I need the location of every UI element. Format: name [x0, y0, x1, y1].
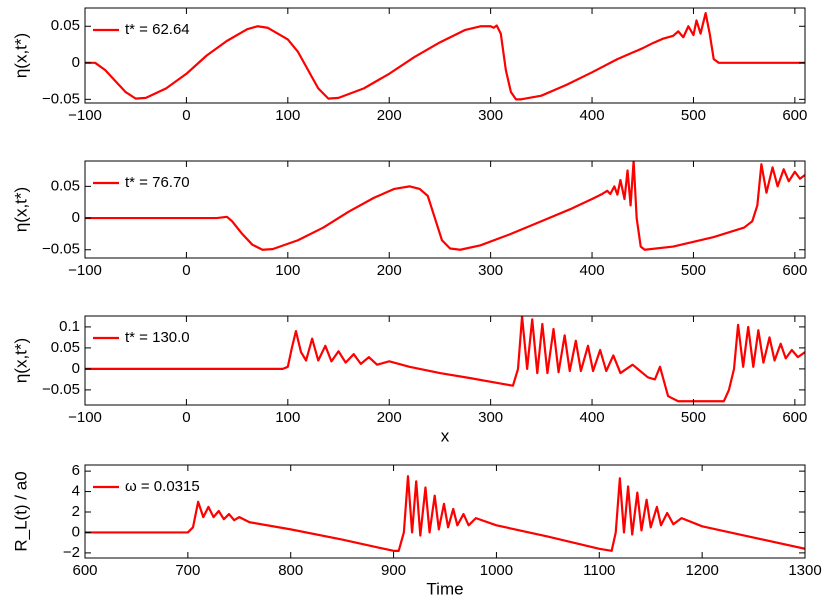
y-tick-label: 2: [72, 503, 80, 520]
x-tick-label: 200: [377, 107, 402, 124]
x-tick-label: 0: [182, 409, 190, 426]
subplot: t* = 76.70 −100 0 100 200 300 400 500 600 −0.05 0 0…: [11, 160, 807, 279]
axes-frame: [84, 7, 806, 104]
y-tick-label: 0.05: [51, 177, 80, 194]
y-tick-label: 0: [72, 54, 80, 71]
x-tick-label: 300: [478, 409, 503, 426]
y-axis-label: η(x,t*): [11, 187, 30, 232]
x-tick-label: 400: [580, 262, 605, 279]
x-tick-label: 1000: [480, 562, 513, 579]
x-tick-label: 1100: [583, 562, 615, 579]
y-tick-label: −2: [63, 544, 80, 561]
x-tick-label: 500: [681, 262, 706, 279]
subplot: ω = 0.0315 600 700 800 900 1000 1100 1200 1300 −2…: [11, 462, 821, 598]
x-tick-label: 800: [278, 562, 303, 579]
legend-label: t* = 130.0: [125, 329, 190, 346]
x-tick-label: 300: [478, 107, 503, 124]
data-line: [85, 161, 805, 251]
x-tick-label: 300: [478, 262, 503, 279]
legend-label: t* = 76.70: [125, 174, 190, 191]
plot-area: t* = 130.0: [85, 316, 805, 403]
x-tick-label: 600: [72, 562, 97, 579]
y-axis-label: η(x,t*): [11, 338, 30, 383]
axes-frame: [84, 315, 806, 406]
y-axis-label: R_L(t) / a0: [11, 471, 30, 551]
y-tick-label: −0.05: [42, 90, 80, 107]
x-tick-label: −100: [68, 107, 102, 124]
x-tick-label: 200: [377, 409, 402, 426]
data-line: [85, 316, 805, 403]
x-axis-label: Time: [426, 579, 463, 598]
y-tick-label: −0.05: [42, 241, 80, 258]
x-tick-label: −100: [68, 262, 102, 279]
x-tick-label: −100: [68, 409, 102, 426]
x-tick-label: 1300: [788, 562, 821, 579]
x-tick-label: 400: [580, 107, 605, 124]
legend-label: ω = 0.0315: [125, 478, 200, 495]
x-tick-label: 1200: [685, 562, 718, 579]
x-tick-label: 200: [377, 262, 402, 279]
x-axis-label: x: [441, 426, 450, 445]
plot-area: t* = 76.70: [85, 161, 805, 251]
x-tick-label: 100: [275, 409, 300, 426]
x-tick-label: 500: [681, 107, 706, 124]
y-tick-label: 4: [72, 483, 80, 500]
y-tick-label: 0.05: [51, 339, 80, 356]
x-tick-label: 600: [782, 107, 807, 124]
y-tick-label: 0.05: [51, 17, 80, 34]
subplot: t* = 62.64 −100 0 100 200 300 400 500 600 −0.05 0 0…: [11, 7, 807, 124]
x-tick-label: 700: [175, 562, 200, 579]
y-tick-label: 0: [72, 523, 80, 540]
y-axis-label: η(x,t*): [11, 33, 30, 78]
x-tick-label: 600: [782, 409, 807, 426]
axes-frame: [84, 160, 806, 259]
data-line: [85, 12, 805, 101]
y-tick-label: 0: [72, 360, 80, 377]
y-tick-label: 0.1: [59, 318, 80, 335]
x-tick-label: 0: [182, 107, 190, 124]
y-tick-label: −0.05: [42, 381, 80, 398]
data-line: [85, 475, 805, 552]
x-tick-label: 600: [782, 262, 807, 279]
legend-label: t* = 62.64: [125, 21, 190, 38]
plot-area: ω = 0.0315: [85, 475, 805, 552]
plot-area: t* = 62.64: [85, 12, 805, 101]
y-tick-label: 0: [72, 209, 80, 226]
x-tick-label: 900: [381, 562, 406, 579]
x-tick-label: 100: [275, 107, 300, 124]
x-tick-label: 400: [580, 409, 605, 426]
x-tick-label: 100: [275, 262, 300, 279]
y-tick-label: 6: [72, 462, 80, 479]
axes-frame: [84, 464, 806, 559]
x-tick-label: 0: [182, 262, 190, 279]
x-tick-label: 500: [681, 409, 706, 426]
subplot: t* = 130.0 −100 0 100 200 300 400 500 600 −0.05 0 0…: [11, 315, 807, 445]
